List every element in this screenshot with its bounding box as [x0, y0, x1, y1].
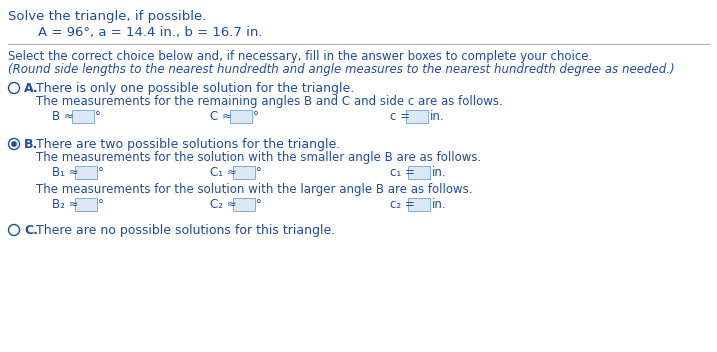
Text: Solve the triangle, if possible.: Solve the triangle, if possible.	[8, 10, 206, 23]
FancyBboxPatch shape	[75, 166, 97, 179]
Text: A = 96°, a = 14.4 in., b = 16.7 in.: A = 96°, a = 14.4 in., b = 16.7 in.	[38, 26, 262, 39]
FancyBboxPatch shape	[233, 166, 255, 179]
Text: The measurements for the solution with the smaller angle B are as follows.: The measurements for the solution with t…	[36, 151, 481, 164]
Circle shape	[10, 140, 19, 148]
Text: °: °	[98, 198, 104, 211]
Text: C ≈: C ≈	[210, 110, 232, 123]
Text: B ≈: B ≈	[52, 110, 74, 123]
Text: °: °	[253, 110, 259, 123]
Text: °: °	[256, 198, 262, 211]
Text: B₁ ≈: B₁ ≈	[52, 166, 79, 179]
Text: The measurements for the remaining angles B and C and side c are as follows.: The measurements for the remaining angle…	[36, 95, 503, 108]
Text: °: °	[98, 166, 104, 179]
Circle shape	[11, 141, 17, 147]
FancyBboxPatch shape	[408, 198, 430, 211]
FancyBboxPatch shape	[75, 198, 97, 211]
Text: in.: in.	[432, 166, 447, 179]
Text: c₂ =: c₂ =	[390, 198, 414, 211]
FancyBboxPatch shape	[233, 198, 255, 211]
Text: Select the correct choice below and, if necessary, fill in the answer boxes to c: Select the correct choice below and, if …	[8, 50, 592, 63]
Text: c₁ =: c₁ =	[390, 166, 415, 179]
FancyBboxPatch shape	[406, 110, 428, 123]
FancyBboxPatch shape	[408, 166, 430, 179]
Circle shape	[11, 141, 17, 147]
Text: (Round side lengths to the nearest hundredth and angle measures to the nearest h: (Round side lengths to the nearest hundr…	[8, 63, 675, 76]
Text: There are two possible solutions for the triangle.: There are two possible solutions for the…	[36, 138, 341, 151]
FancyBboxPatch shape	[72, 110, 94, 123]
Text: C₁ ≈: C₁ ≈	[210, 166, 237, 179]
Text: B.: B.	[24, 138, 38, 151]
Text: in.: in.	[430, 110, 445, 123]
Text: C.: C.	[24, 224, 38, 237]
Text: B₂ ≈: B₂ ≈	[52, 198, 78, 211]
Text: A.: A.	[24, 82, 39, 95]
Text: C₂ ≈: C₂ ≈	[210, 198, 237, 211]
Text: °: °	[95, 110, 101, 123]
Text: There is only one possible solution for the triangle.: There is only one possible solution for …	[36, 82, 354, 95]
Text: in.: in.	[432, 198, 447, 211]
Text: There are no possible solutions for this triangle.: There are no possible solutions for this…	[36, 224, 336, 237]
Text: The measurements for the solution with the larger angle B are as follows.: The measurements for the solution with t…	[36, 183, 473, 196]
Text: c =: c =	[390, 110, 410, 123]
FancyBboxPatch shape	[230, 110, 252, 123]
Text: °: °	[256, 166, 262, 179]
